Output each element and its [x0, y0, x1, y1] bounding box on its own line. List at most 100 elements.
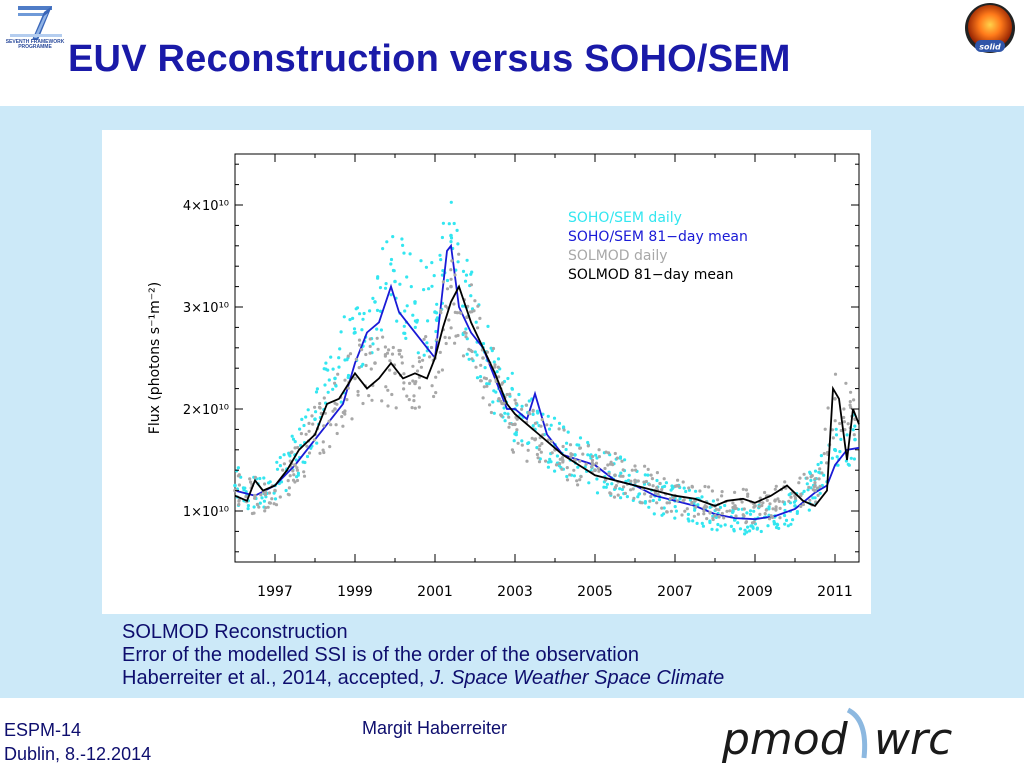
series-solmod-daily-point: [665, 501, 669, 505]
series-solmod-daily-point: [286, 492, 290, 496]
series-soho-sem-daily-point: [776, 523, 780, 527]
series-solmod-daily-point: [322, 424, 326, 428]
series-soho-sem-daily-point: [300, 417, 304, 421]
series-soho-sem-daily-point: [409, 285, 413, 289]
series-solmod-daily-point: [444, 304, 448, 308]
series-solmod-daily-point: [549, 439, 554, 443]
series-soho-sem-daily-point: [360, 328, 364, 332]
series-solmod-daily-point: [783, 480, 787, 484]
series-solmod-daily-point: [454, 334, 458, 338]
series-solmod-daily-point: [801, 502, 806, 507]
series-soho-sem-daily-point: [241, 486, 245, 490]
series-solmod-daily-point: [499, 399, 503, 403]
series-solmod-daily-point: [250, 511, 254, 516]
series-solmod-daily-point: [343, 378, 347, 382]
series-soho-sem-daily-point: [743, 532, 747, 536]
series-solmod-daily-point: [397, 352, 401, 356]
series-solmod-daily-point: [643, 492, 647, 496]
series-solmod-daily-point: [852, 398, 856, 402]
series-soho-sem-daily-point: [731, 510, 735, 514]
series-solmod-daily-point: [387, 348, 391, 352]
series-solmod-daily-point: [621, 468, 625, 472]
series-solmod-daily-point: [244, 495, 248, 499]
x-tick-label: 1997: [257, 584, 293, 600]
series-soho-sem-daily-point: [789, 522, 793, 526]
series-soho-sem-daily-point: [467, 357, 471, 361]
series-soho-sem-daily-point: [485, 382, 489, 386]
series-solmod-daily-point: [481, 356, 485, 360]
series-soho-sem-daily-point: [701, 524, 706, 528]
x-tick-label: 2001: [417, 584, 453, 600]
series-soho-sem-daily-point: [262, 499, 266, 503]
series-solmod-daily-point: [702, 512, 706, 516]
series-solmod-daily-point: [290, 450, 294, 454]
series-soho-sem-daily-point: [805, 482, 809, 486]
series-solmod-daily-point: [434, 375, 438, 379]
series-solmod-daily-point: [447, 336, 451, 340]
series-solmod-daily-point: [805, 476, 809, 480]
series-soho-sem-daily-point: [435, 316, 439, 320]
series-solmod-daily-point: [540, 442, 544, 446]
series-solmod-daily-point: [305, 444, 309, 448]
series-solmod-daily-point: [818, 484, 822, 488]
series-solmod-daily-point: [615, 456, 620, 460]
series-soho-sem-daily-point: [546, 414, 550, 418]
series-soho-sem-daily-point: [695, 521, 699, 525]
solid-logo-text: solid: [979, 43, 1001, 52]
series-solmod-daily-point: [655, 501, 659, 505]
y-tick-label: 2×10¹⁰: [183, 403, 229, 418]
series-soho-sem-daily-point: [565, 474, 569, 479]
series-solmod-daily-point: [455, 311, 459, 315]
series-solmod-daily-point: [650, 477, 655, 481]
series-soho-sem-daily-point: [834, 427, 838, 431]
series-solmod-daily-point: [513, 422, 517, 427]
series-soho-sem-daily-point: [833, 448, 837, 452]
series-soho-sem-daily-point: [748, 509, 753, 513]
series-solmod-daily-point: [614, 484, 619, 488]
series-solmod-daily-point: [731, 501, 735, 505]
series-soho-sem-daily-point: [315, 387, 319, 391]
series-solmod-daily-point: [520, 407, 524, 411]
series-solmod-daily-point: [482, 385, 486, 389]
series-solmod-daily-point: [603, 466, 607, 471]
series-soho-sem-daily-point: [391, 235, 395, 239]
series-solmod-daily-point: [335, 402, 339, 406]
series-solmod-daily-point: [630, 468, 634, 472]
series-soho-sem-daily-point: [535, 446, 539, 450]
series-soho-sem-daily-point: [610, 482, 614, 486]
series-soho-sem-daily-point: [435, 302, 439, 306]
series-solmod-daily-point: [648, 499, 652, 503]
series-soho-sem-daily-point: [447, 222, 451, 226]
series-solmod-daily-point: [568, 473, 572, 477]
series-solmod-daily-point: [507, 415, 511, 419]
series-solmod-daily-point: [417, 405, 421, 409]
series-solmod-daily-point: [643, 464, 647, 468]
series-solmod-daily-point: [764, 508, 768, 512]
series-solmod-daily-point: [447, 318, 451, 322]
series-solmod-daily-point: [576, 483, 580, 487]
series-solmod-daily-point: [733, 490, 737, 494]
series-solmod-daily-point: [497, 397, 501, 401]
series-solmod-daily-point: [831, 436, 835, 440]
series-solmod-daily-point: [249, 480, 253, 484]
series-soho-sem-daily-point: [627, 473, 631, 477]
series-solmod-daily-point: [327, 419, 331, 423]
series-solmod-daily-point: [781, 500, 785, 504]
series-solmod-daily-point: [604, 450, 608, 454]
series-solmod-daily-point: [411, 364, 415, 368]
series-soho-sem-daily-point: [514, 433, 518, 437]
series-solmod-daily-point: [391, 345, 395, 350]
series-solmod-daily-point: [435, 338, 439, 342]
series-solmod-daily-point: [488, 403, 492, 407]
series-soho-sem-daily-point: [595, 477, 599, 481]
series-solmod-daily-point: [717, 514, 721, 518]
series-solmod-daily-point: [449, 284, 453, 289]
series-solmod-daily-point: [482, 376, 486, 380]
series-soho-sem-daily-point: [440, 235, 444, 240]
series-soho-sem-daily-point: [326, 390, 330, 394]
series-soho-sem-daily-point: [520, 404, 524, 408]
series-solmod-daily-point: [353, 376, 357, 381]
series-soho-sem-daily-point: [573, 453, 577, 457]
series-solmod-daily-point: [578, 478, 582, 482]
series-solmod-daily-point: [789, 495, 793, 499]
